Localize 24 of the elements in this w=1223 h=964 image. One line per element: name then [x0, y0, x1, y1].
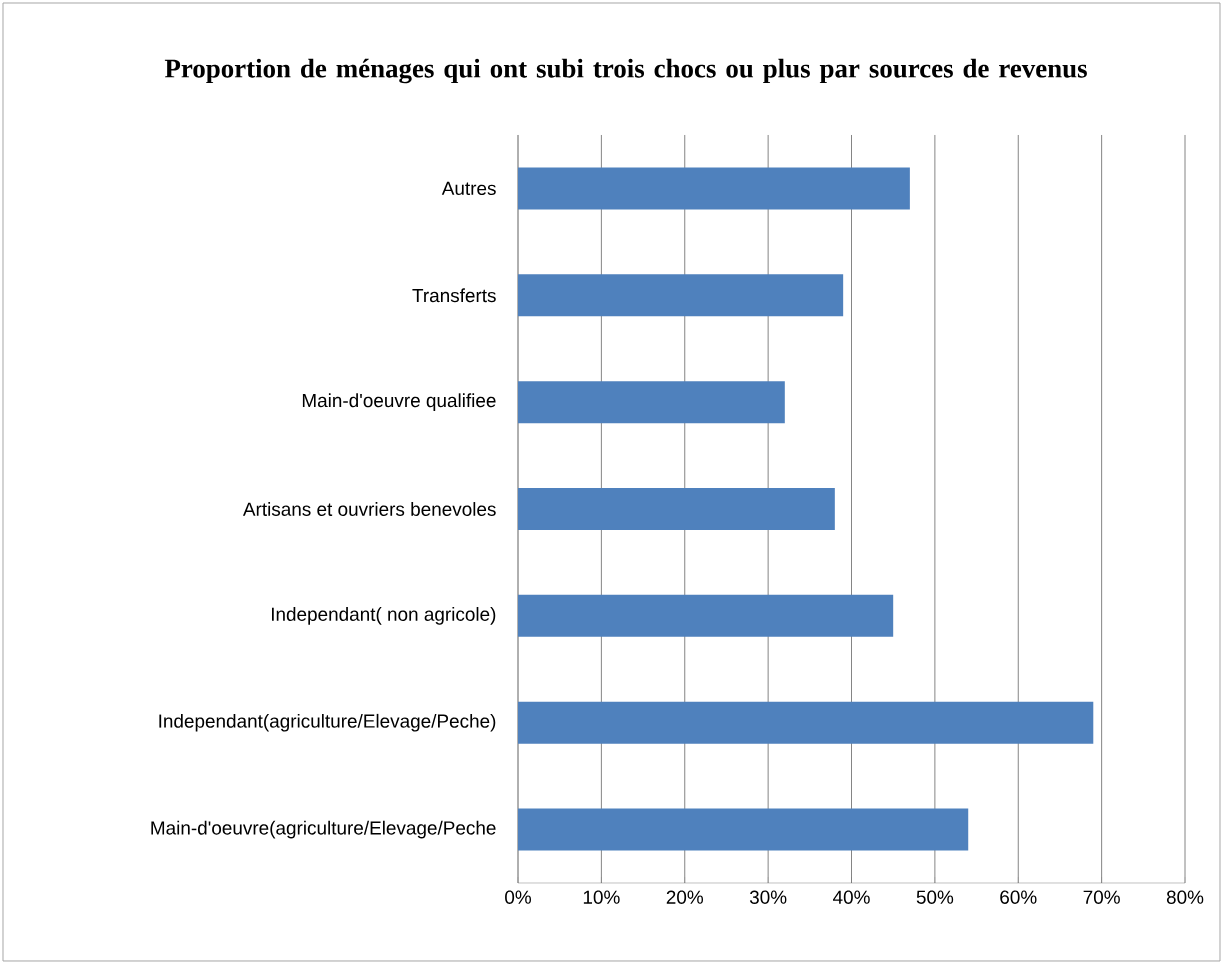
y-tick-label: Artisans et ouvriers benevoles	[242, 502, 496, 516]
x-tick-label: 40%	[833, 890, 870, 904]
y-tick-label: Autres	[441, 181, 496, 196]
chart-title: Proportion de ménages qui ont subi trois chocs ou plus par sources de revenus	[164, 58, 1087, 84]
bar	[518, 274, 844, 317]
x-tick-label: 70%	[1083, 890, 1120, 904]
bar	[518, 594, 894, 637]
y-tick-label: Main-d'oeuvre qualifiee	[302, 393, 496, 411]
x-tick-label: 80%	[1166, 890, 1204, 904]
x-tick-label: 0%	[505, 890, 532, 904]
x-tick-label: 10%	[583, 890, 620, 904]
y-tick-label: Transferts	[412, 288, 496, 303]
y-tick-label: Independant(agriculture/Elevage/Peche)	[159, 713, 496, 732]
bar	[518, 381, 785, 424]
x-tick-label: 30%	[749, 890, 787, 904]
bar	[518, 701, 1094, 744]
bar	[518, 167, 910, 210]
bar	[518, 487, 835, 530]
x-tick-label: 60%	[1000, 890, 1037, 904]
x-tick-label: 50%	[916, 890, 954, 904]
x-tick-label: 20%	[666, 890, 704, 904]
y-tick-label: Independant( non agricole)	[271, 607, 496, 625]
y-tick-label: Main-d'oeuvre(agriculture/Elevage/Peche	[151, 820, 496, 839]
bar	[518, 808, 969, 851]
